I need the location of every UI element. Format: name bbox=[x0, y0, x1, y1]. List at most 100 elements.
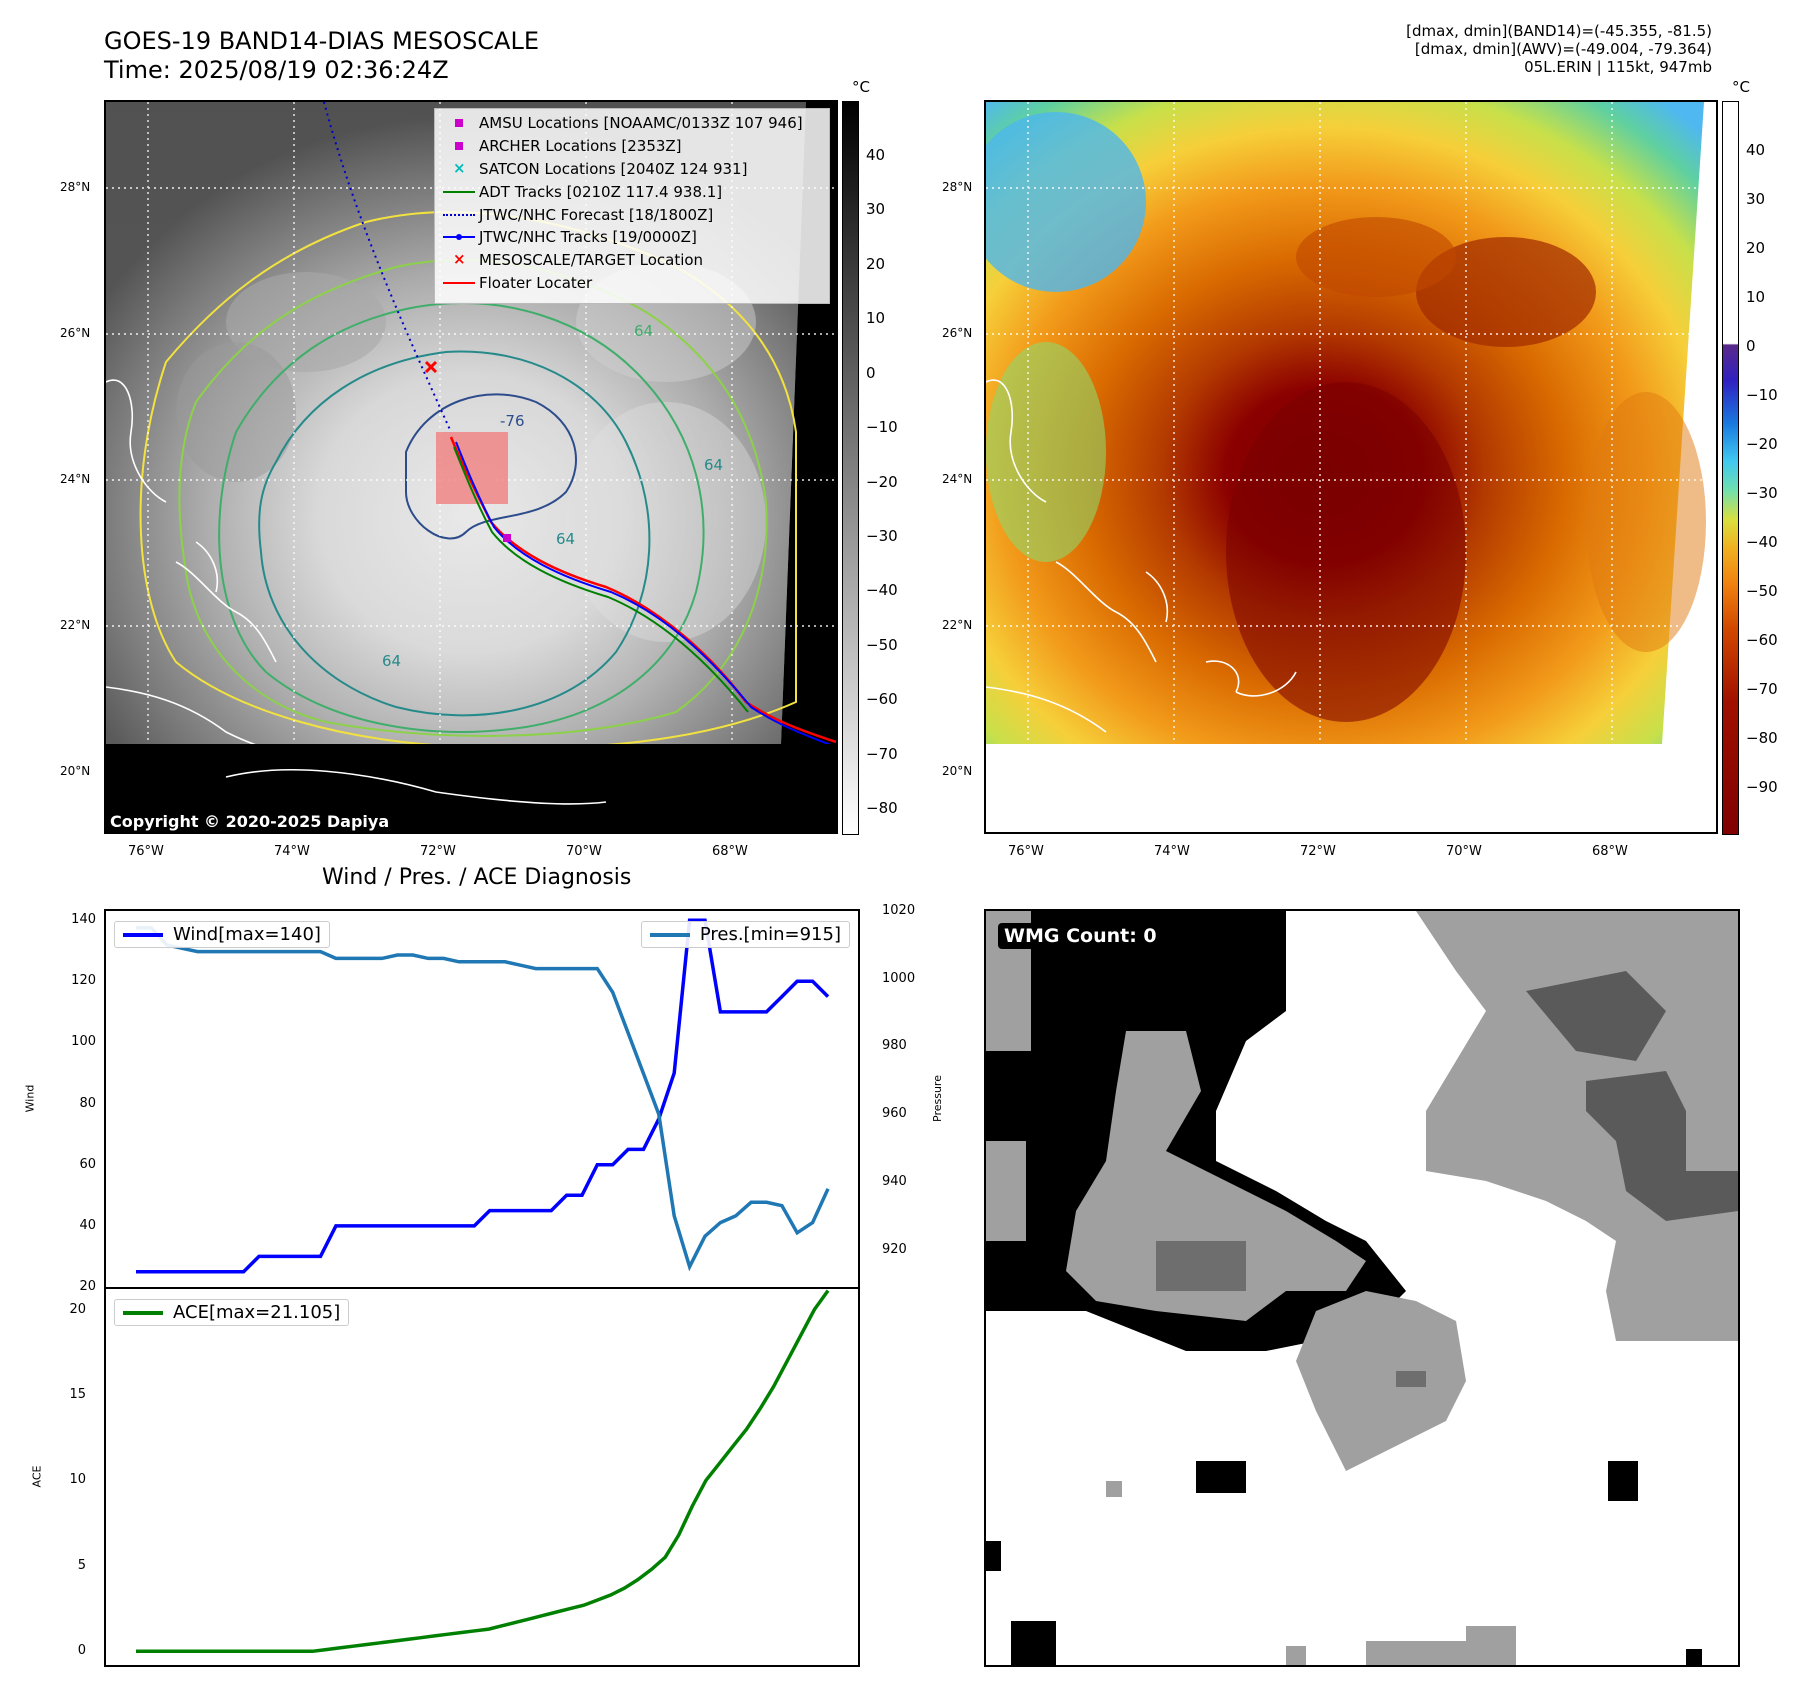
colorbar-tick-label: −20 bbox=[1746, 435, 1778, 453]
lat-label: 22°N bbox=[942, 618, 973, 632]
lat-label: 24°N bbox=[942, 472, 973, 486]
legend-label: ACE[max=21.105] bbox=[173, 1302, 341, 1323]
info-line: 05L.ERIN | 115kt, 947mb bbox=[1524, 58, 1712, 76]
lat-label: 28°N bbox=[942, 180, 973, 194]
line-icon bbox=[443, 190, 475, 193]
colorbar-tick-label: −60 bbox=[866, 690, 898, 709]
legend-label: JTWC/NHC Forecast [18/1800Z] bbox=[479, 205, 714, 224]
wind-tick-label: 40 bbox=[79, 1217, 96, 1233]
legend-entry-tracks: JTWC/NHC Tracks [19/0000Z] bbox=[439, 226, 825, 249]
legend-label: Wind[max=140] bbox=[173, 924, 321, 945]
ace-plot bbox=[136, 1289, 830, 1654]
wind-pressure-panel: Wind[max=140] Pres.[min=915] bbox=[104, 909, 860, 1289]
colorbar-tick-label: −80 bbox=[1746, 729, 1778, 747]
colorbar-tick-label: −30 bbox=[866, 526, 898, 545]
pressure-tick-label: 940 bbox=[882, 1173, 907, 1189]
diagnosis-title: Wind / Pres. / ACE Diagnosis bbox=[322, 865, 632, 890]
wind-tick-label: 20 bbox=[79, 1279, 96, 1294]
lon-label: 74°W bbox=[274, 844, 310, 859]
ace-tick-label: 0 bbox=[77, 1643, 86, 1659]
x-marker-icon: × bbox=[453, 158, 466, 177]
lat-label: 26°N bbox=[60, 326, 91, 340]
lat-label: 20°N bbox=[942, 764, 973, 778]
colorbar-tick-label: 0 bbox=[1746, 337, 1756, 355]
ace-panel: ACE[max=21.105] bbox=[104, 1287, 860, 1667]
ace-tick-label: 15 bbox=[69, 1386, 86, 1402]
lat-label: 20°N bbox=[60, 764, 91, 778]
legend-entry-forecast: JTWC/NHC Forecast [18/1800Z] bbox=[439, 203, 825, 226]
contour-label: -76 bbox=[500, 412, 525, 430]
wind-axis-title: Wind bbox=[23, 1084, 37, 1113]
lon-label: 70°W bbox=[1446, 844, 1482, 859]
square-marker-icon bbox=[455, 142, 463, 151]
lat-label: 22°N bbox=[60, 618, 91, 632]
colorbar-tick-label: −90 bbox=[1746, 778, 1778, 796]
legend-entry-amsu: AMSU Locations [NOAAMC/0133Z 107 946] bbox=[439, 112, 825, 135]
lon-label: 72°W bbox=[420, 844, 456, 859]
ace-tick-label: 5 bbox=[77, 1557, 86, 1573]
info-line: [dmax, dmin](AWV)=(-49.004, -79.364) bbox=[1414, 40, 1712, 58]
wind-legend: Wind[max=140] bbox=[114, 921, 330, 948]
colorbar-tick-label: −40 bbox=[1746, 533, 1778, 551]
legend-label: AMSU Locations [NOAAMC/0133Z 107 946] bbox=[479, 114, 803, 133]
wmg-count-badge: WMG Count: 0 bbox=[998, 923, 1163, 949]
lon-label: 70°W bbox=[566, 844, 602, 859]
legend-entry-adt: ADT Tracks [0210Z 117.4 938.1] bbox=[439, 180, 825, 203]
contour-label: 64 bbox=[382, 652, 402, 670]
legend-label: MESOSCALE/TARGET Location bbox=[479, 251, 704, 270]
colorbar-tick-label: 10 bbox=[866, 309, 886, 328]
colorbar-unit: °C bbox=[852, 78, 870, 96]
lat-label: 28°N bbox=[60, 180, 91, 194]
pressure-series-line bbox=[136, 926, 830, 1272]
lat-label: 24°N bbox=[60, 472, 91, 486]
colorbar-tick-label: −60 bbox=[1746, 631, 1778, 649]
colorbar-tick-label: −10 bbox=[1746, 386, 1778, 404]
legend-label: ADT Tracks [0210Z 117.4 938.1] bbox=[479, 182, 723, 201]
pressure-legend: Pres.[min=915] bbox=[640, 921, 850, 948]
colorbar-tick-label: 30 bbox=[1746, 190, 1766, 208]
lon-label: 68°W bbox=[1592, 844, 1628, 859]
colorbar-tick-label: 30 bbox=[866, 200, 886, 219]
wind-pressure-plot bbox=[136, 918, 830, 1274]
colorbar-tick-label: −30 bbox=[1746, 484, 1778, 502]
ace-series-line bbox=[136, 1289, 830, 1654]
wmg-image bbox=[986, 911, 1738, 1665]
ace-axis-title: ACE bbox=[30, 1465, 44, 1488]
wind-series-line bbox=[136, 918, 830, 1274]
wind-tick-label: 120 bbox=[71, 973, 96, 989]
lon-label: 74°W bbox=[1154, 844, 1190, 859]
colorbar-tick-label: 20 bbox=[1746, 239, 1766, 257]
ace-tick-label: 20 bbox=[69, 1301, 86, 1317]
contour-label: 64 bbox=[704, 456, 724, 474]
legend-label: Floater Locater bbox=[479, 273, 593, 292]
square-marker-icon bbox=[455, 119, 463, 128]
contour-label: 64 bbox=[634, 322, 654, 340]
pressure-tick-label: 1000 bbox=[882, 970, 916, 986]
lon-label: 72°W bbox=[1300, 844, 1336, 859]
gray-colorbar bbox=[842, 101, 859, 835]
wmg-panel: WMG Count: 0 bbox=[984, 909, 1740, 1667]
info-block: [dmax, dmin](BAND14)=(-45.355, -81.5) [d… bbox=[1406, 22, 1712, 76]
legend-entry-target: × MESOSCALE/TARGET Location bbox=[439, 249, 825, 272]
colorbar-tick-label: −20 bbox=[866, 472, 898, 491]
legend-swatch bbox=[123, 932, 163, 937]
chart-title: GOES-19 BAND14-DIAS MESOSCALE bbox=[104, 27, 540, 55]
pressure-tick-label: 960 bbox=[882, 1106, 907, 1122]
lon-label: 76°W bbox=[1008, 844, 1044, 859]
ace-tick-label: 10 bbox=[69, 1472, 86, 1488]
ir-map-panel: Copyright © 2020-2025 Dapiya AMSU Locati… bbox=[104, 100, 838, 834]
colorbar-tick-label: −70 bbox=[1746, 680, 1778, 698]
colorbar-tick-label: 20 bbox=[866, 254, 886, 273]
pressure-axis-title: Pressure bbox=[930, 1075, 944, 1122]
chart-time: Time: 2025/08/19 02:36:24Z bbox=[104, 56, 449, 84]
legend-swatch bbox=[649, 932, 690, 937]
colorbar-tick-label: −40 bbox=[866, 581, 898, 600]
legend-label: Pres.[min=915] bbox=[699, 924, 841, 945]
x-marker-icon: × bbox=[453, 250, 466, 269]
pressure-tick-label: 980 bbox=[882, 1038, 907, 1054]
pressure-tick-label: 920 bbox=[882, 1241, 907, 1257]
lon-label: 76°W bbox=[128, 844, 164, 859]
enhanced-map-panel bbox=[984, 100, 1718, 834]
dotted-line-icon bbox=[443, 213, 475, 216]
enhanced-map-image bbox=[986, 102, 1716, 832]
